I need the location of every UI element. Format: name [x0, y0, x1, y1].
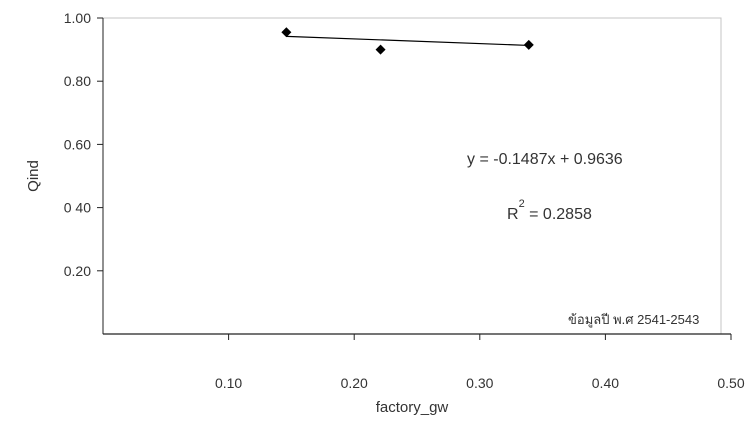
x-tick-label-0: 0.10 — [215, 375, 242, 391]
r-squared-value: = 0.2858 — [525, 206, 592, 223]
r-squared-base: R — [507, 206, 519, 223]
y-tick-label-1: 0 40 — [64, 200, 91, 216]
data-point-0-2 — [523, 39, 534, 50]
data-point-0-0 — [281, 27, 292, 38]
x-tick-labels: 0.10 0.20 0.30 0.40 0.50 — [215, 375, 745, 391]
data-point-0-1 — [375, 44, 386, 55]
y-tick-label-0: 0.20 — [64, 263, 91, 279]
plot-area — [102, 17, 722, 335]
trendline-equation: y = -0.1487x + 0.9636 — [467, 151, 623, 168]
x-tick-label-4: 0.50 — [717, 375, 744, 391]
trendline-layer — [286, 35, 529, 47]
y-tick-label-4: 1.00 — [64, 10, 91, 26]
y-tick-labels: 0.20 0 40 0.60 0.80 1.00 — [64, 10, 91, 279]
x-tick-label-2: 0.30 — [466, 375, 493, 391]
x-tick-label-1: 0.20 — [341, 375, 368, 391]
y-tick-label-3: 0.80 — [64, 73, 91, 89]
trendline — [286, 35, 529, 47]
y-axis-title: Qind — [25, 160, 42, 192]
x-tick-label-3: 0.40 — [592, 375, 619, 391]
y-tick-marks — [97, 17, 103, 272]
data-source-note: ข้อมูลปี พ.ศ 2541-2543 — [568, 312, 699, 328]
r-squared-label: R2 = 0.2858 — [507, 198, 592, 223]
x-axis-title: factory_gw — [376, 399, 449, 416]
data-points-layer — [281, 27, 534, 55]
r-squared-superscript: 2 — [519, 198, 525, 210]
x-tick-marks — [228, 334, 732, 340]
y-tick-label-2: 0.60 — [64, 136, 91, 152]
